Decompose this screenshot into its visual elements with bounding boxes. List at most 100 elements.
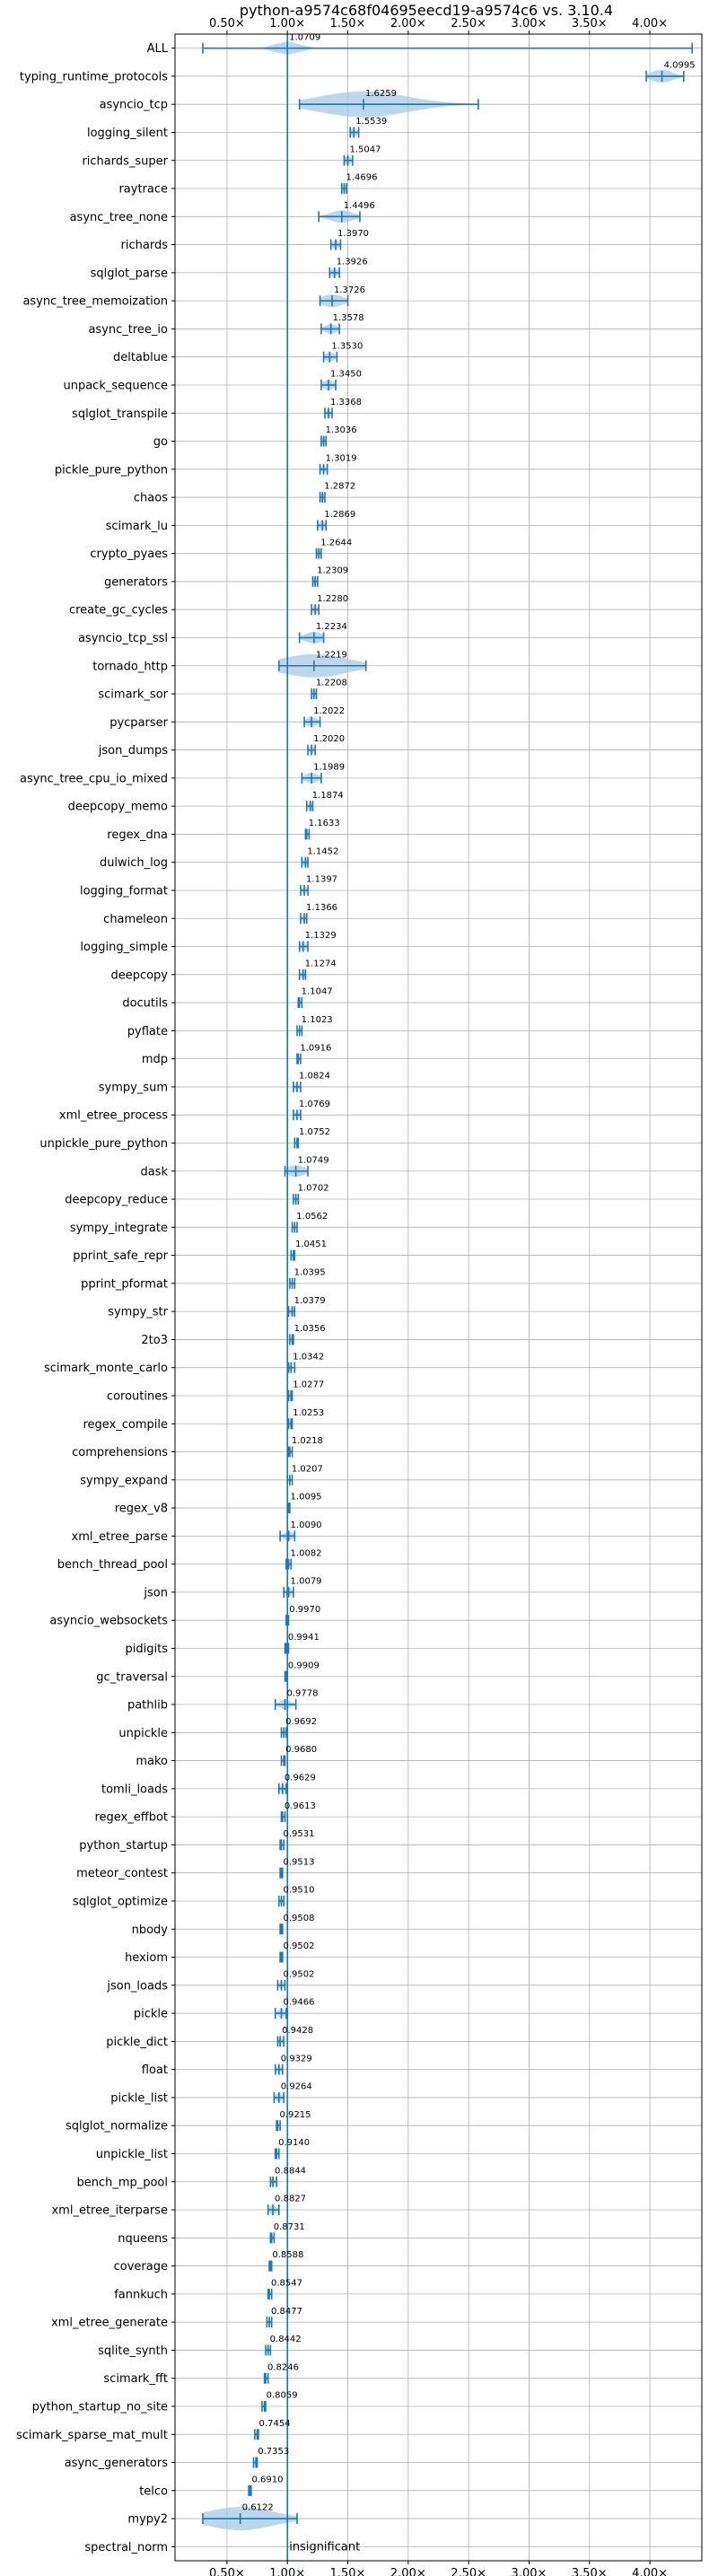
benchmark-label: xml_etree_generate <box>51 2317 168 2330</box>
benchmark-label: python_startup <box>79 1839 168 1853</box>
value-label: 0.9513 <box>283 1857 314 1867</box>
value-label: 0.9329 <box>281 2054 312 2063</box>
x-tick-label-bottom: 0.50× <box>209 2567 245 2576</box>
benchmark-label: scimark_fft <box>103 2372 168 2386</box>
x-tick-label-top: 4.00× <box>632 17 668 31</box>
benchmark-label: sqlglot_transpile <box>72 407 168 421</box>
benchmark-label: asyncio_websockets <box>49 1615 168 1628</box>
benchmark-label: bench_mp_pool <box>76 2176 168 2189</box>
value-label: 1.3450 <box>330 370 362 380</box>
benchmark-label: generators <box>104 575 168 589</box>
benchmark-label: pidigits <box>126 1643 169 1656</box>
grid-layer <box>171 31 702 2564</box>
benchmark-label: regex_dna <box>107 828 168 842</box>
value-label: 1.0082 <box>291 1548 322 1558</box>
benchmark-label: spectral_norm <box>84 2541 168 2554</box>
benchmark-label: dulwich_log <box>100 856 168 870</box>
x-tick-label-bottom: 3.50× <box>572 2567 608 2576</box>
benchmark-label: hexiom <box>125 1951 168 1965</box>
benchmark-label: xml_etree_parse <box>72 1530 168 1544</box>
value-label: 1.2869 <box>324 510 355 520</box>
benchmark-label: chaos <box>134 492 168 505</box>
label-layer: 0.50× 0.50× 1.00× 1.00× 1.50× 1.50× 2.00× 2.00×… <box>16 17 696 2576</box>
benchmark-label: pathlib <box>127 1699 168 1713</box>
value-label: 0.9941 <box>288 1633 320 1643</box>
x-tick-label-top: 1.00× <box>269 17 305 31</box>
benchmark-label: xml_etree_iterparse <box>51 2204 168 2218</box>
benchmark-label: nbody <box>132 1923 169 1937</box>
value-label: 1.3036 <box>326 425 357 435</box>
value-label: 0.8827 <box>275 2195 306 2204</box>
benchmark-label: crypto_pyaes <box>90 548 168 561</box>
value-label: 1.3726 <box>334 285 365 295</box>
benchmark-label: raytrace <box>118 183 168 197</box>
benchmark-label: async_tree_none <box>70 211 168 224</box>
value-label: 0.9502 <box>283 1969 314 1979</box>
benchmark-label: pprint_pformat <box>81 1277 168 1291</box>
value-label: 0.9970 <box>289 1605 320 1615</box>
benchmark-label: tornado_http <box>92 660 168 673</box>
benchmark-label: deepcopy_memo <box>68 801 168 814</box>
benchmark-label: nqueens <box>118 2232 168 2246</box>
benchmark-label: gc_traversal <box>96 1670 168 1684</box>
benchmark-label: json_loads <box>106 1979 168 1993</box>
value-label: 0.8731 <box>274 2222 305 2232</box>
value-label: 1.1329 <box>305 931 337 941</box>
benchmark-label: json <box>143 1586 168 1599</box>
x-tick-label-bottom: 3.00× <box>512 2567 547 2576</box>
value-label: 1.2280 <box>317 594 348 604</box>
value-label: 1.0079 <box>291 1577 322 1587</box>
benchmark-label: bench_thread_pool <box>57 1558 168 1572</box>
benchmark-label: json_dumps <box>98 744 168 758</box>
value-label: 0.9629 <box>285 1773 316 1783</box>
benchmark-label: regex_v8 <box>115 1503 168 1516</box>
value-label: 1.1633 <box>309 819 340 828</box>
benchmark-label: dask <box>140 1165 168 1178</box>
benchmark-label: pprint_safe_repr <box>73 1249 168 1263</box>
value-label: 0.9692 <box>285 1717 317 1727</box>
benchmark-label: async_tree_io <box>88 323 168 337</box>
value-label: 0.9510 <box>283 1886 314 1896</box>
value-label: 1.3578 <box>333 313 364 323</box>
value-label: 1.5047 <box>350 145 381 154</box>
benchmark-label: sqlite_synth <box>98 2344 168 2358</box>
benchmark-label: logging_simple <box>80 941 168 954</box>
value-label: 1.1874 <box>312 791 344 801</box>
value-label: 1.1452 <box>307 846 338 856</box>
x-tick-label-top: 2.00× <box>390 17 426 31</box>
benchmark-label: sympy_str <box>108 1306 168 1319</box>
benchmark-label: pickle <box>134 2008 168 2021</box>
value-label: 0.9508 <box>283 1914 314 1923</box>
value-label: 1.2234 <box>316 622 347 632</box>
benchmark-label: coverage <box>114 2260 168 2274</box>
benchmark-label: sqlglot_parse <box>91 267 168 280</box>
benchmark-label: regex_compile <box>83 1418 168 1432</box>
value-label: 1.0218 <box>292 1436 323 1446</box>
benchmark-label: async_tree_cpu_io_mixed <box>20 772 168 785</box>
benchmark-label: scimark_sparse_mat_mult <box>16 2429 168 2442</box>
value-label: 0.8477 <box>271 2307 302 2317</box>
value-label: 1.0379 <box>294 1296 326 1306</box>
value-label: 1.3368 <box>330 398 362 407</box>
x-tick-label-bottom: 2.00× <box>390 2567 426 2576</box>
value-label: 1.1397 <box>306 875 337 885</box>
value-label: 1.4496 <box>344 201 375 211</box>
value-label: 1.0207 <box>292 1464 323 1474</box>
benchmark-label: logging_silent <box>87 127 168 140</box>
benchmark-label: asyncio_tcp_ssl <box>78 632 168 645</box>
value-label: 1.0702 <box>298 1184 329 1194</box>
value-label: 0.8547 <box>271 2278 302 2288</box>
value-label: 1.1023 <box>302 1015 333 1025</box>
benchmark-label: telco <box>139 2484 168 2498</box>
benchmark-label: async_tree_memoization <box>22 295 168 309</box>
value-label: 1.0095 <box>291 1493 322 1503</box>
value-label: 0.9264 <box>281 2082 312 2092</box>
value-label: 0.9613 <box>285 1801 316 1811</box>
value-label: 1.4696 <box>346 173 377 183</box>
value-label: 0.8442 <box>270 2335 302 2344</box>
value-label: 0.7353 <box>258 2447 289 2457</box>
benchmark-label: scimark_lu <box>106 520 168 533</box>
benchmark-label: float <box>142 2063 168 2077</box>
value-label: 0.9680 <box>285 1745 317 1755</box>
